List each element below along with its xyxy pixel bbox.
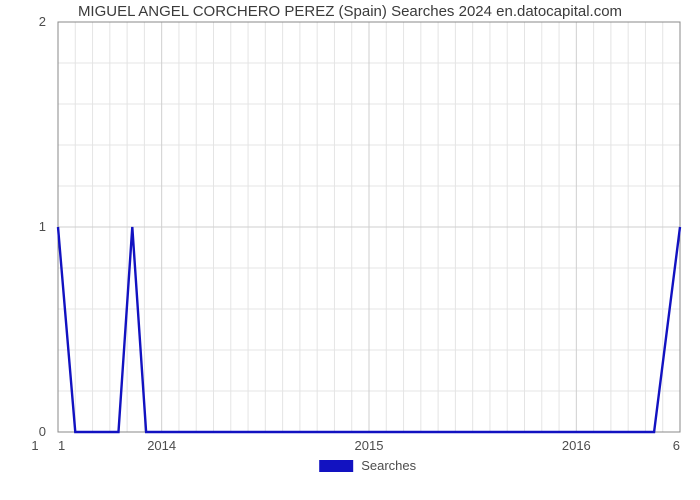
y-tick-label: 2 <box>39 14 46 29</box>
plot-area <box>58 22 680 432</box>
y-axis-labels: 0 1 2 <box>39 14 46 439</box>
grid-major <box>58 22 680 432</box>
legend: Searches <box>319 458 416 473</box>
y-tick-label: 1 <box>39 219 46 234</box>
searches-line-chart: MIGUEL ANGEL CORCHERO PEREZ (Spain) Sear… <box>0 0 700 500</box>
x-axis-labels: 2014 2015 2016 <box>147 438 591 453</box>
legend-swatch <box>319 460 353 472</box>
chart-title: MIGUEL ANGEL CORCHERO PEREZ (Spain) Sear… <box>78 3 622 20</box>
bottom-left-axis-label: 1 <box>58 438 65 453</box>
x-tick-label: 2014 <box>147 438 176 453</box>
y-tick-label: 0 <box>39 424 46 439</box>
legend-label: Searches <box>361 458 416 473</box>
x-tick-label: 2016 <box>562 438 591 453</box>
extra-left-label: 1 <box>31 438 38 453</box>
x-tick-label: 2015 <box>355 438 384 453</box>
bottom-right-axis-label: 6 <box>673 438 680 453</box>
